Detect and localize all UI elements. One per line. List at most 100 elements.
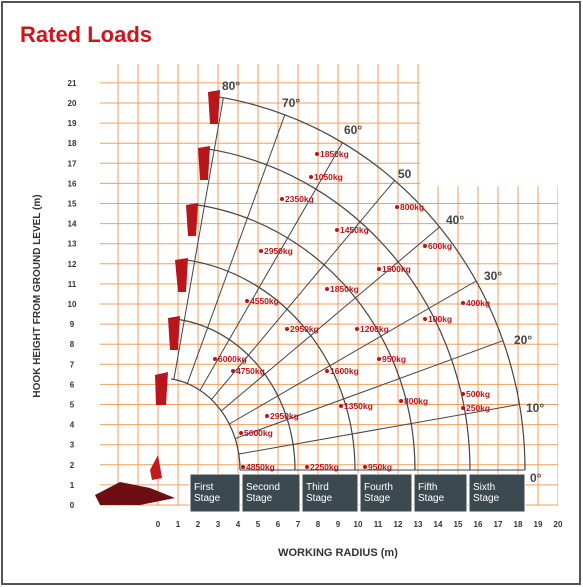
angle-ray [220,226,440,412]
angle-ray [238,403,520,455]
x-axis-label: WORKING RADIUS (m) [278,547,398,559]
load-label: 1450kg [340,225,369,235]
stage-label: Stage [418,493,445,504]
angle-label: 10° [526,401,544,415]
y-tick-label: 5 [70,401,75,410]
load-label: 500kg [466,389,490,399]
y-tick-label: 0 [70,501,75,510]
stage-label: Stage [194,493,221,504]
load-label: 250kg [466,403,490,413]
crane [95,90,220,505]
stage-label: Stage [306,493,333,504]
load-dot [241,465,245,469]
load-dot [461,392,465,396]
stage-label: Fifth [418,482,437,493]
load-label: 1500kg [382,264,411,274]
y-tick-label: 3 [70,441,75,450]
load-label: 1600kg [330,366,359,376]
x-tick-label: 0 [156,520,161,529]
load-label: 4750kg [236,366,265,376]
y-tick-label: 13 [68,240,77,249]
x-tick-label: 8 [316,520,321,529]
x-tick-label: 3 [216,520,221,529]
y-tick-label: 2 [70,461,75,470]
load-dot [377,357,381,361]
load-dot [325,369,329,373]
load-dot [377,267,381,271]
load-label: 2950kg [264,246,293,256]
load-dot [231,369,235,373]
load-dot [309,175,313,179]
x-tick-label: 1 [176,520,181,529]
angle-label: 50 [398,167,412,181]
x-tick-label: 13 [414,520,423,529]
stage-box [241,473,301,513]
load-dot [259,249,263,253]
y-tick-label: 10 [68,300,77,309]
stage-label: Stage [246,493,273,504]
stage-arc [171,378,241,471]
angle-label: 80° [222,79,240,93]
load-dot [335,228,339,232]
x-tick-label: 19 [534,520,543,529]
angle-ray [229,280,477,425]
angle-label: 30° [484,269,502,283]
load-dot [280,197,284,201]
stage-box [413,473,468,513]
load-dot [245,299,249,303]
angle-label: 60° [344,123,362,137]
y-tick-label: 16 [68,179,77,188]
y-tick-label: 6 [70,380,75,389]
angle-label: 20° [514,333,532,347]
load-label: 800kg [404,396,428,406]
y-tick-label: 11 [68,280,77,289]
x-tick-label: 15 [454,520,463,529]
x-tick-label: 16 [474,520,483,529]
x-tick-label: 5 [256,520,261,529]
x-tick-label: 17 [494,520,503,529]
x-tick-label: 10 [354,520,363,529]
load-label: 5000kg [244,428,273,438]
y-tick-label: 7 [70,360,75,369]
x-tick-label: 14 [434,520,443,529]
load-label: 1050kg [314,172,343,182]
load-label: 2350kg [285,194,314,204]
load-dot [395,205,399,209]
x-tick-label: 18 [514,520,523,529]
load-dot [305,465,309,469]
load-label: 1850kg [320,149,349,159]
load-dot [285,327,289,331]
stage-arc [178,318,296,471]
stage-box [468,473,526,513]
y-tick-label: 15 [68,200,77,209]
load-label: 4850kg [246,462,275,472]
y-tick-label: 19 [68,119,77,128]
load-dot [423,244,427,248]
load-dot [239,431,243,435]
angle-label: 40° [446,213,464,227]
angle-ray [199,142,343,391]
x-tick-label: 4 [236,520,241,529]
stage-box [301,473,359,513]
stage-label: Stage [473,493,500,504]
title: Rated Loads [20,22,152,47]
load-label: 2250kg [310,462,339,472]
y-tick-label: 14 [68,220,77,229]
stage-arc [195,204,416,471]
load-dot [325,287,329,291]
load-dot [423,317,427,321]
load-label: 950kg [382,354,406,364]
load-dot [315,152,319,156]
stage-arc [203,147,471,471]
y-tick-label: 20 [68,99,77,108]
angle-ray [173,97,224,380]
load-dot [363,465,367,469]
y-tick-label: 1 [70,481,75,490]
stage-label: Stage [364,493,391,504]
arcs [171,95,526,471]
load-label: 400kg [466,298,490,308]
y-tick-label: 4 [70,421,75,430]
load-dot [461,406,465,410]
x-tick-label: 6 [276,520,281,529]
